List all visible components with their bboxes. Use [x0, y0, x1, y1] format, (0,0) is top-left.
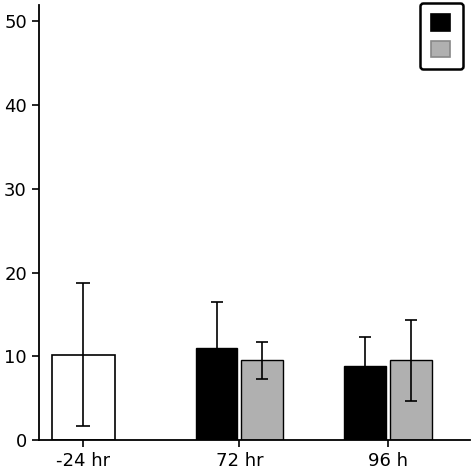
- Bar: [390, 360, 432, 440]
- Bar: [345, 366, 386, 440]
- Bar: [241, 360, 283, 440]
- Bar: [52, 355, 115, 440]
- Legend: , : ,: [420, 3, 463, 69]
- Bar: [196, 348, 237, 440]
